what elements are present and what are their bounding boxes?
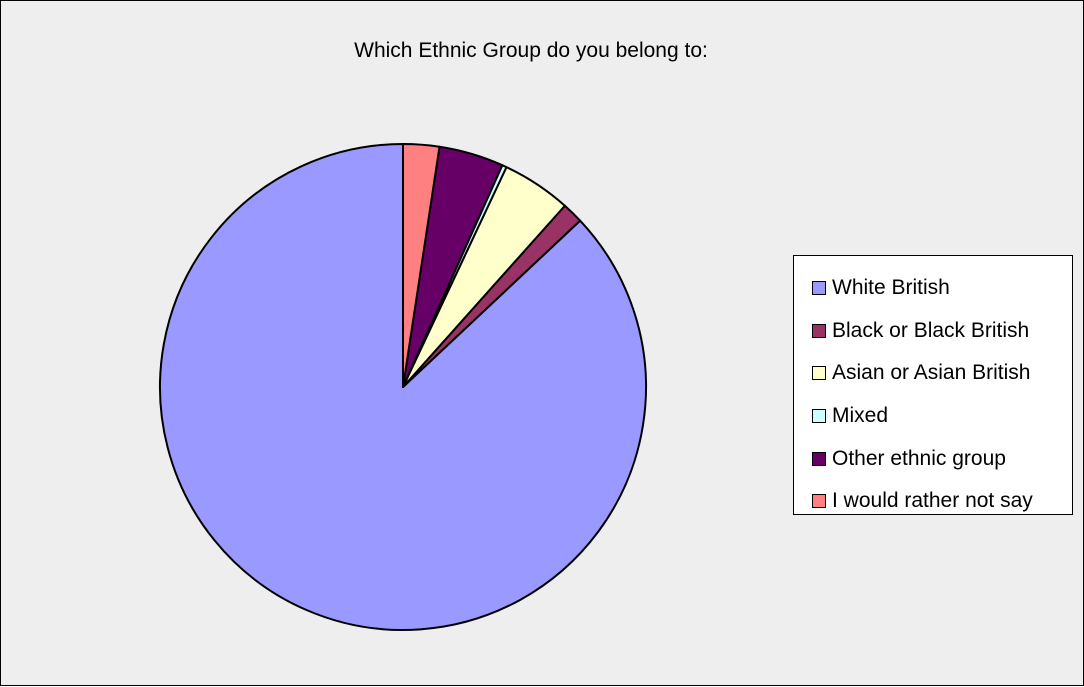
pie-slice-i-would-rather-not-say — [402, 143, 441, 388]
legend-swatch — [812, 494, 826, 509]
legend-label: I would rather not say — [832, 489, 1033, 513]
legend-item: Black or Black British — [794, 310, 1072, 353]
legend-label: Asian or Asian British — [832, 361, 1031, 385]
legend-swatch — [812, 409, 826, 424]
chart-legend: White British Black or Black British Asian… — [793, 255, 1073, 515]
legend-label: Other ethnic group — [832, 446, 1006, 470]
legend-swatch — [812, 323, 826, 338]
legend-swatch — [812, 451, 826, 466]
legend-item: White British — [794, 267, 1072, 310]
legend-label: Mixed — [832, 404, 889, 428]
legend-label: Black or Black British — [832, 318, 1030, 342]
legend-item: I would rather not say — [794, 480, 1072, 523]
legend-item: Mixed — [794, 395, 1072, 438]
legend-swatch — [812, 366, 826, 381]
legend-item: Asian or Asian British — [794, 352, 1072, 395]
legend-item: Other ethnic group — [794, 437, 1072, 480]
chart-title: Which Ethnic Group do you belong to: — [354, 39, 708, 62]
legend-swatch — [812, 281, 826, 296]
legend-label: White British — [832, 276, 950, 300]
